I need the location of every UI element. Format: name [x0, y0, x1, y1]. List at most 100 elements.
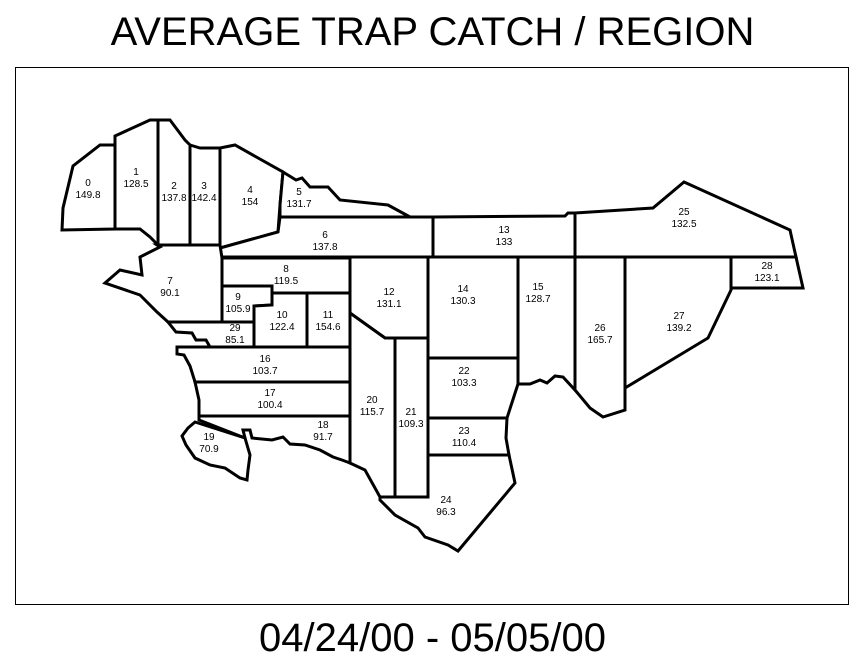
region-shape: [164, 320, 256, 349]
region-value-label: 137.8: [161, 193, 186, 204]
region-value-label: 131.1: [376, 299, 401, 310]
region-id-label: 24: [440, 495, 452, 506]
region-value-label: 70.9: [199, 444, 219, 455]
region-shape: [426, 416, 511, 457]
region-id-label: 18: [317, 420, 329, 431]
region-value-label: 131.7: [286, 199, 311, 210]
region-value-label: 91.7: [313, 432, 333, 443]
region-value-label: 115.7: [360, 407, 385, 418]
region-id-label: 29: [229, 323, 241, 334]
region-shape: [278, 169, 411, 219]
region-id-label: 21: [405, 407, 417, 418]
region-id-label: 8: [283, 264, 289, 275]
region-id-label: 2: [171, 181, 177, 192]
region-value-label: 133: [496, 237, 513, 248]
region-value-label: 165.7: [587, 335, 612, 346]
region-id-label: 10: [276, 310, 288, 321]
region-shape: [197, 414, 352, 466]
region-id-label: 26: [594, 323, 606, 334]
region-id-label: 28: [761, 261, 773, 272]
region-value-label: 96.3: [436, 507, 456, 518]
region-value-label: 122.4: [269, 322, 294, 333]
region-value-label: 142.4: [191, 193, 216, 204]
region-shape: [426, 255, 520, 360]
region-shape: [102, 243, 224, 324]
region-value-label: 137.8: [312, 242, 337, 253]
region-id-label: 6: [322, 230, 328, 241]
region-shape: [623, 255, 733, 391]
region-id-label: 15: [532, 282, 544, 293]
region-value-label: 154: [242, 197, 259, 208]
region-id-label: 25: [678, 207, 690, 218]
region-value-label: 103.3: [451, 378, 476, 389]
region-id-label: 20: [366, 395, 378, 406]
region-value-label: 103.7: [252, 366, 277, 377]
region-id-label: 4: [247, 185, 253, 196]
region-id-label: 22: [458, 366, 470, 377]
region-value-label: 105.9: [225, 304, 250, 315]
region-id-label: 17: [264, 388, 276, 399]
region-value-label: 109.3: [398, 419, 423, 430]
region-value-label: 139.2: [666, 323, 691, 334]
region-shape: [180, 420, 252, 482]
region-value-label: 119.5: [274, 276, 299, 287]
region-value-label: 154.6: [315, 322, 340, 333]
region-shape: [729, 255, 805, 290]
date-range: 04/24/00 - 05/05/00: [259, 616, 606, 660]
region-shape: [516, 255, 577, 394]
region-id-label: 13: [498, 225, 510, 236]
region-shape: [426, 356, 520, 420]
region-shape: [378, 453, 517, 553]
region-id-label: 9: [235, 292, 241, 303]
map-frame: [15, 67, 849, 605]
region-id-label: 0: [85, 178, 91, 189]
region-value-label: 130.3: [450, 296, 475, 307]
region-value-label: 90.1: [160, 288, 180, 299]
region-id-label: 3: [201, 181, 207, 192]
region-value-label: 100.4: [257, 400, 282, 411]
region-value-label: 110.4: [452, 438, 477, 449]
region-value-label: 128.5: [123, 179, 148, 190]
region-value-label: 128.7: [525, 294, 550, 305]
region-id-label: 16: [259, 354, 271, 365]
region-value-label: 85.1: [225, 335, 245, 346]
region-id-label: 12: [383, 287, 395, 298]
region-value-label: 149.8: [75, 190, 100, 201]
region-7: 790.1: [102, 243, 224, 324]
region-value-label: 132.5: [671, 219, 696, 230]
region-id-label: 5: [296, 187, 302, 198]
region-id-label: 14: [457, 284, 469, 295]
region-id-label: 27: [673, 311, 685, 322]
region-id-label: 7: [167, 276, 173, 287]
map-title: AVERAGE TRAP CATCH / REGION: [110, 10, 755, 54]
region-id-label: 11: [323, 310, 334, 321]
region-id-label: 23: [458, 426, 470, 437]
region-id-label: 19: [203, 432, 215, 443]
region-value-label: 123.1: [754, 273, 779, 284]
region-id-label: 1: [133, 167, 139, 178]
